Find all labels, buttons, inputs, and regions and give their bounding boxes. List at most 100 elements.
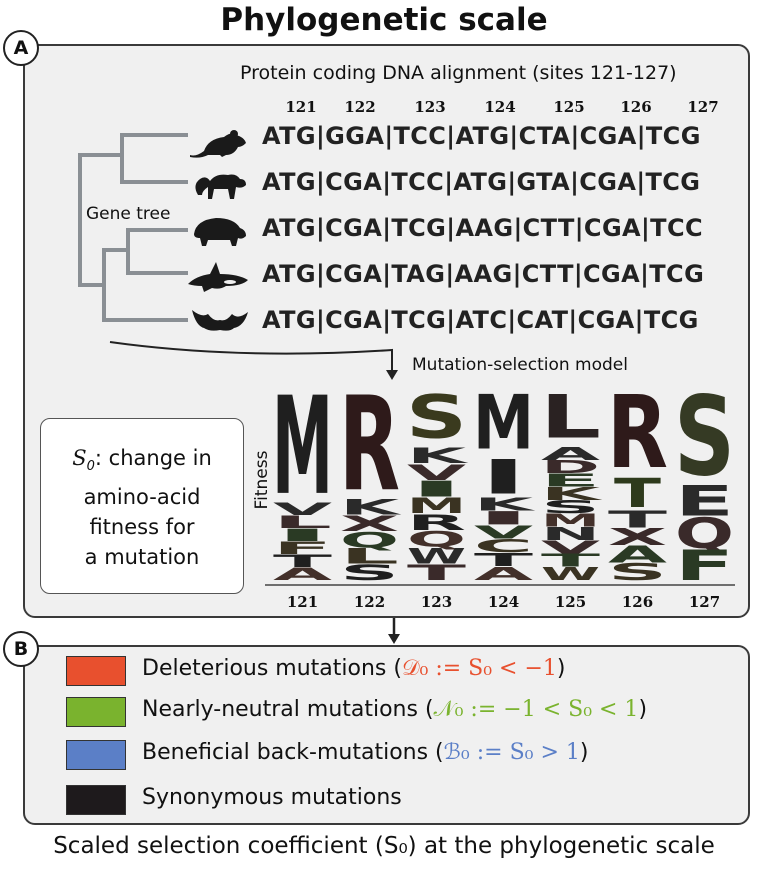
legend-swatch xyxy=(66,785,126,815)
logo-letter: S xyxy=(541,498,600,518)
gene-tree xyxy=(78,133,188,322)
legend-close-paren: ) xyxy=(579,740,589,765)
site-number: 122 xyxy=(344,98,376,116)
logo-letter: Q xyxy=(340,528,399,553)
legend-label: Synonymous mutations xyxy=(142,785,402,810)
gene-tree-label: Gene tree xyxy=(84,204,173,224)
logo-letter: R xyxy=(407,511,467,536)
logo-letter: K xyxy=(340,496,404,521)
logo-letter: X xyxy=(608,525,669,551)
legend-close-paren: ) xyxy=(638,697,648,722)
logo-letter: I xyxy=(474,508,533,529)
mouse-icon xyxy=(190,130,246,158)
orca-icon xyxy=(188,262,248,292)
logo-site-label: 124 xyxy=(488,593,519,610)
logo-letter: D xyxy=(541,458,600,478)
logo-letter: E xyxy=(675,477,734,526)
logo-letter: V xyxy=(474,522,533,543)
logo-letter: S xyxy=(674,385,735,500)
site-number: 125 xyxy=(553,98,585,116)
logo-letter: S xyxy=(406,385,467,452)
logo-site-label: 121 xyxy=(287,593,318,610)
logo-letter: K xyxy=(541,485,602,505)
logo-letter: S xyxy=(608,560,667,586)
panel-a-badge: A xyxy=(3,30,39,66)
logo-site-label: 126 xyxy=(622,593,653,610)
logo-letter: A xyxy=(474,564,533,585)
s0-line-1: : change in xyxy=(94,446,212,470)
s0-symbol: S xyxy=(72,446,87,470)
alignment-sequence: ATG|GGA|TCC|ATG|CTA|CGA|TCG xyxy=(262,122,701,150)
legend-swatch xyxy=(66,656,126,686)
s0-definition-box: S0: change in amino-acid fitness for a m… xyxy=(40,418,244,594)
logo-letter: M xyxy=(473,385,534,467)
legend-swatch xyxy=(66,740,126,770)
legend-close-paren: ) xyxy=(556,656,566,681)
logo-letter: T xyxy=(474,550,536,571)
logo-letter: M xyxy=(407,494,466,519)
logo-letter: N xyxy=(541,525,600,545)
s0-line-3: fitness for xyxy=(89,515,195,540)
model-label: Mutation-selection model xyxy=(412,355,628,375)
alignment-sequence: ATG|CGA|TAG|AAG|CTT|CGA|TCG xyxy=(262,260,705,288)
figure-caption: Scaled selection coefficient (S₀) at the… xyxy=(53,833,715,859)
logo-letter: F xyxy=(675,541,734,590)
logo-site-label: 127 xyxy=(689,593,720,610)
logo-letter: T xyxy=(608,508,669,534)
site-number: 124 xyxy=(484,98,516,116)
sequence-logo: MVLIFTA121RKXQLS122SKVIMRQWT123MIKIVCTA1… xyxy=(265,385,735,610)
alignment-sequence: ATG|CGA|TCC|ATG|GTA|CGA|TCG xyxy=(262,168,701,196)
logo-letter: A xyxy=(273,564,332,584)
model-arrow xyxy=(109,341,398,380)
logo-letter: T xyxy=(407,561,467,586)
site-number: 121 xyxy=(285,98,317,116)
panel-arrow xyxy=(388,618,400,644)
site-number: 126 xyxy=(620,98,652,116)
s0-subscript: 0 xyxy=(86,459,95,475)
site-number: 123 xyxy=(414,98,446,116)
logo-letter: Q xyxy=(407,528,466,553)
logo-letter: T xyxy=(541,552,601,572)
logo-letter: S xyxy=(340,561,399,586)
bat-icon xyxy=(192,310,248,331)
logo-site-label: 122 xyxy=(354,593,385,610)
logo-letter: X xyxy=(340,512,399,537)
s0-line-4: a mutation xyxy=(84,545,200,570)
alignment-sequence: ATG|CGA|TCG|ATC|CAT|CGA|TCG xyxy=(262,306,699,334)
armadillo-icon xyxy=(194,218,246,246)
logo-site-label: 125 xyxy=(555,593,586,610)
logo-letter: L xyxy=(273,512,333,532)
logo-letter: Q xyxy=(675,509,734,558)
legend-math: 𝒩₀ := −1 < S₀ < 1 xyxy=(433,697,639,722)
panel-b-badge: B xyxy=(3,631,39,667)
legend-label: Beneficial back-mutations ( xyxy=(142,740,444,765)
logo-letter: C xyxy=(474,536,533,557)
logo-letter: W xyxy=(541,565,600,585)
logo-letter: V xyxy=(407,461,467,486)
logo-letter: V xyxy=(541,538,602,558)
alignment-sequence: ATG|CGA|TCG|AAG|CTT|CGA|TCC xyxy=(262,214,703,242)
logo-letter: M xyxy=(541,512,600,532)
panel-b xyxy=(23,645,750,825)
logo-letter: I xyxy=(407,478,466,503)
legend-label: Deleterious mutations ( xyxy=(142,656,402,681)
logo-letter: K xyxy=(407,444,470,469)
legend-math: 𝒟₀ := S₀ < −1 xyxy=(401,656,557,681)
logo-letter: T xyxy=(273,551,334,571)
logo-letter: T xyxy=(614,469,662,517)
figure-title: Phylogenetic scale xyxy=(220,2,548,38)
logo-letter: V xyxy=(273,499,332,519)
monkey-icon xyxy=(195,174,246,199)
logo-letter: L xyxy=(340,545,399,570)
logo-letter: A xyxy=(541,445,602,465)
site-number: 127 xyxy=(687,98,719,116)
logo-letter: L xyxy=(540,385,601,452)
logo-letter: F xyxy=(273,538,332,558)
logo-letter: I xyxy=(480,451,527,506)
legend-label: Nearly-neutral mutations ( xyxy=(142,697,434,722)
